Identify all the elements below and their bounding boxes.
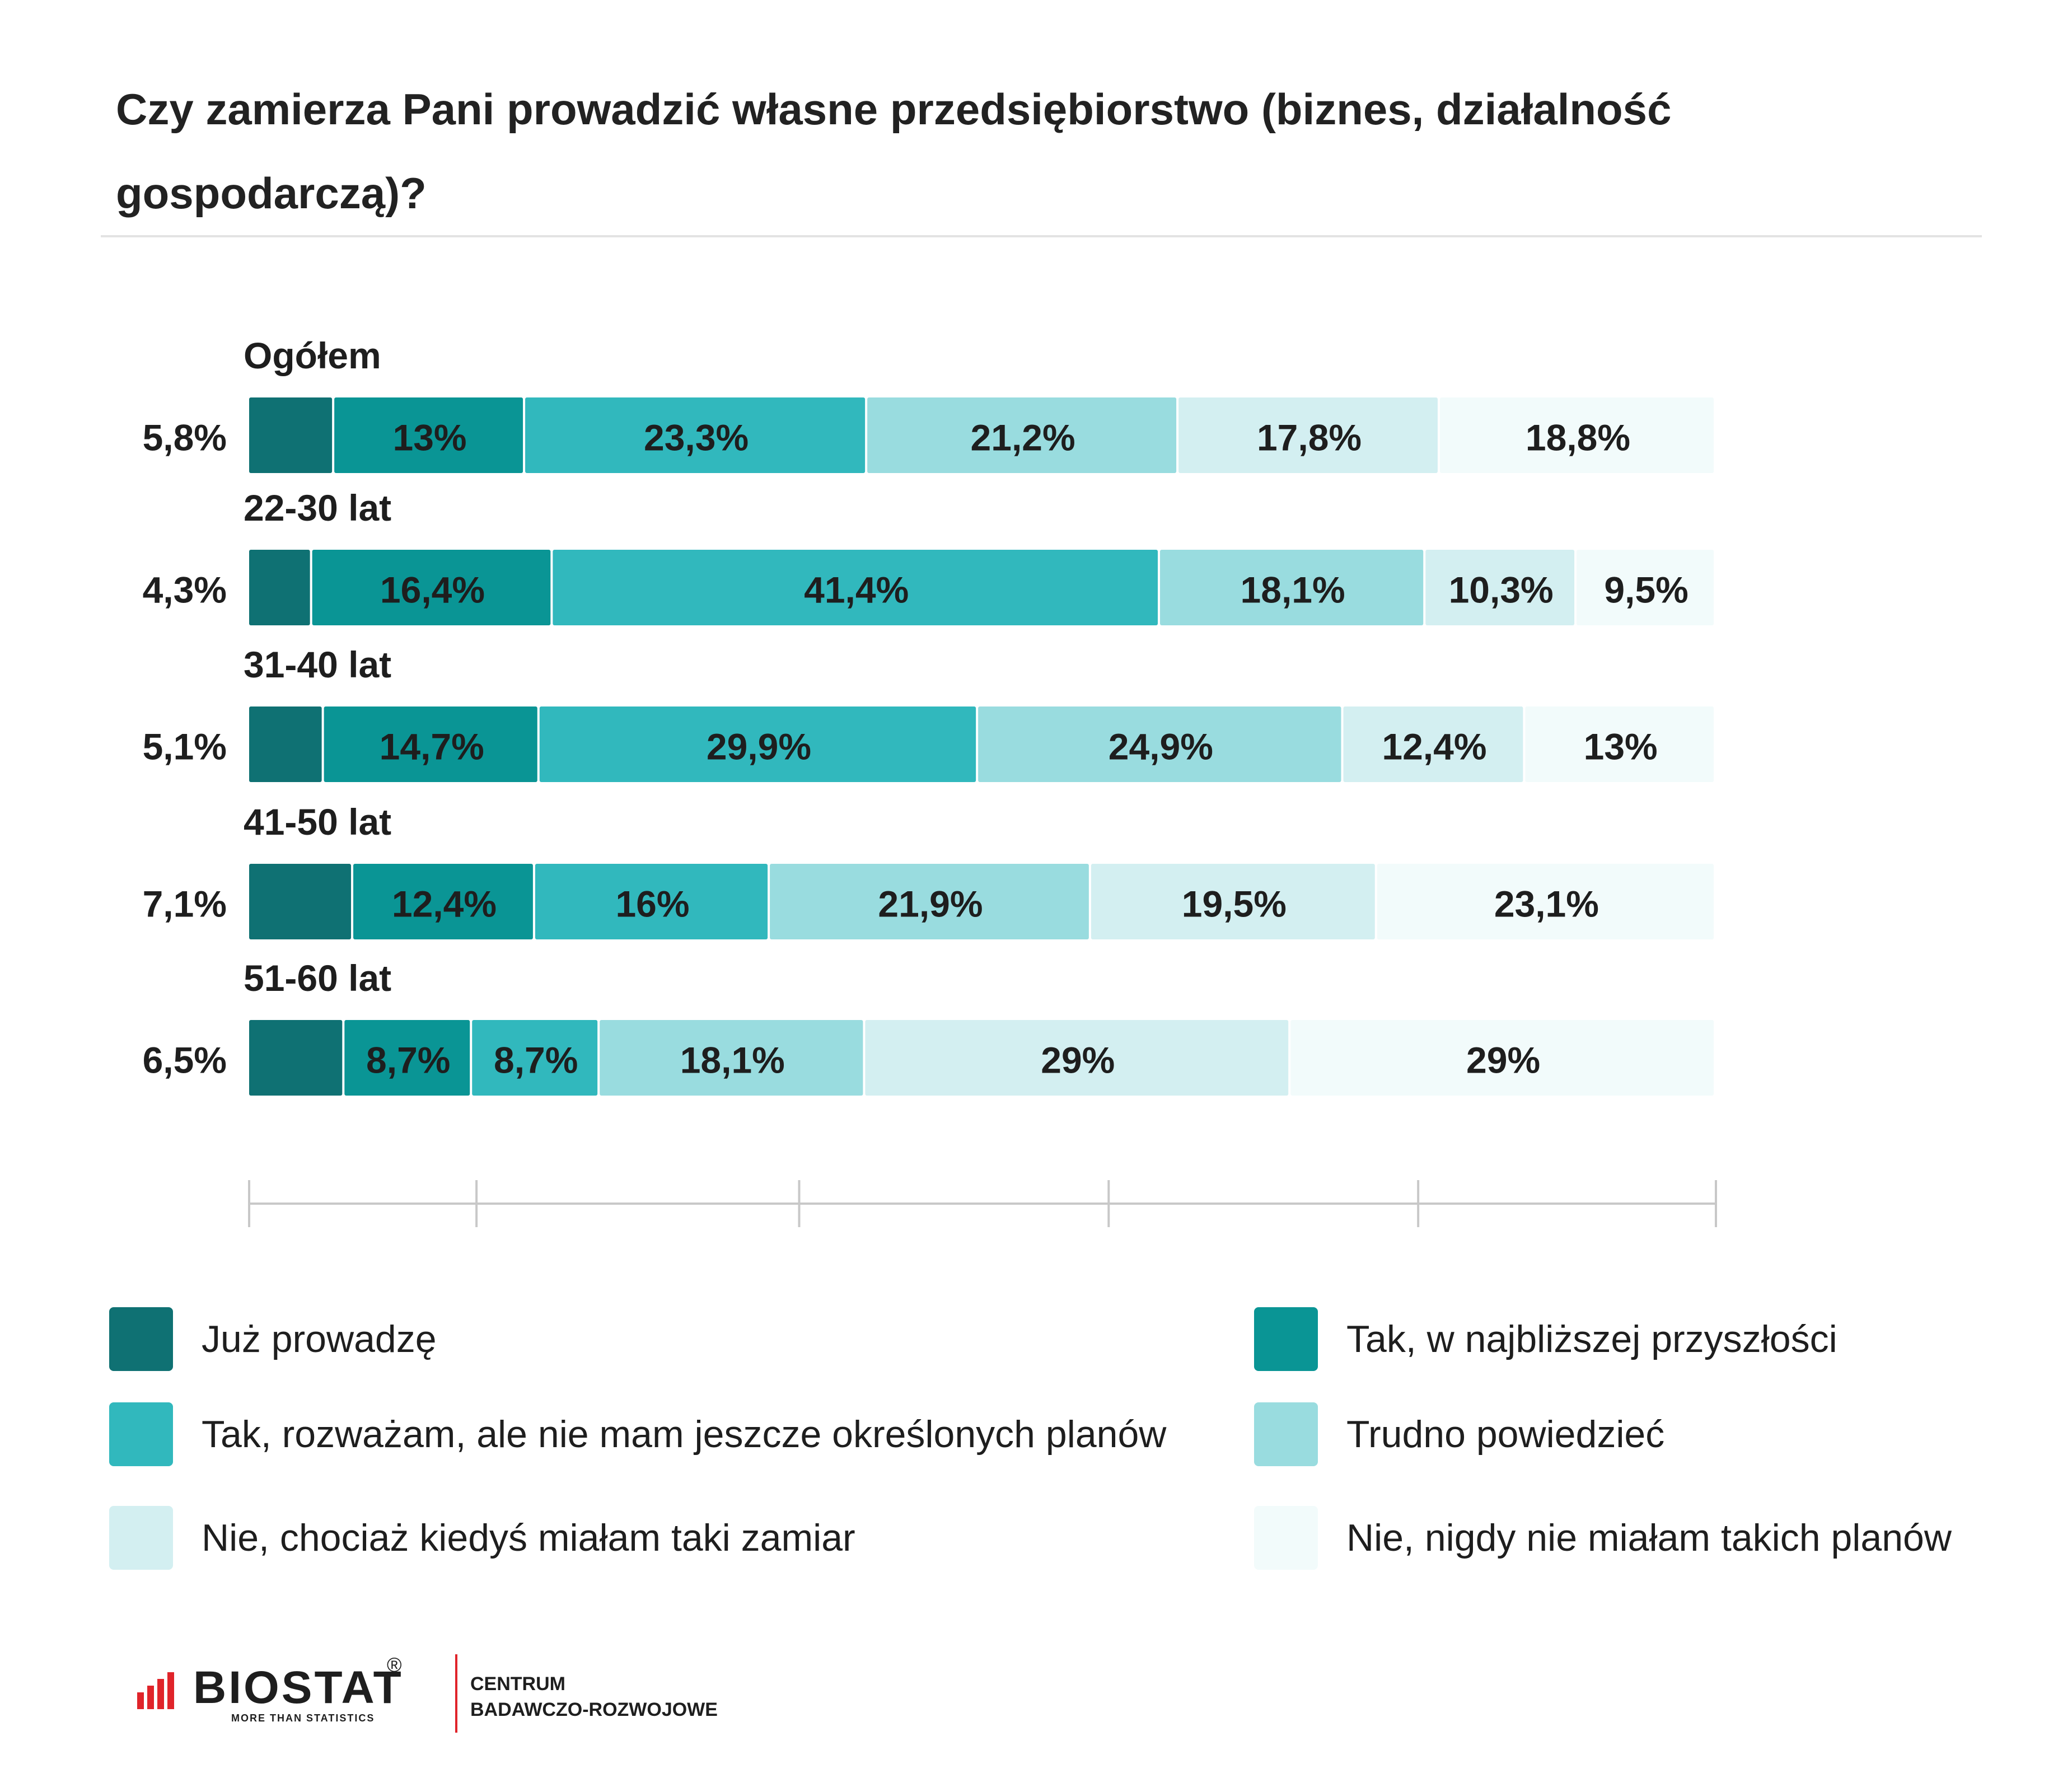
- data-label: 13%: [1584, 726, 1658, 768]
- legend-label: Nie, chociaż kiedyś miałam taki zamiar: [202, 1517, 855, 1559]
- bar-segment: [249, 864, 352, 939]
- data-label: 21,9%: [878, 883, 983, 925]
- bar-segment: [553, 550, 1158, 625]
- data-label: 41,4%: [804, 569, 909, 611]
- title-divider: [101, 235, 1982, 237]
- data-label: 23,1%: [1494, 883, 1599, 925]
- bar-segment: [1577, 550, 1714, 625]
- data-label: 29%: [1466, 1040, 1540, 1081]
- logo-registered-mark: ®: [387, 1653, 402, 1676]
- logo-subtitle-line1: CENTRUM: [470, 1673, 565, 1695]
- category-label: 51-60 lat: [244, 957, 391, 999]
- data-label: 9,5%: [1604, 569, 1688, 611]
- legend-label: Już prowadzę: [202, 1318, 437, 1360]
- legend-swatch: [1254, 1506, 1318, 1570]
- bar-segment: [770, 864, 1089, 939]
- bar-segment: [312, 550, 551, 625]
- data-label: 4,3%: [143, 569, 227, 611]
- logo-name: BIOSTAT: [193, 1662, 404, 1713]
- data-label: 29,9%: [707, 726, 811, 768]
- logo-bars-icon: [137, 1672, 174, 1709]
- bar-segment: [1377, 864, 1714, 939]
- bar-segment: [539, 706, 976, 782]
- data-label: 24,9%: [1109, 726, 1213, 768]
- legend-swatch: [1254, 1402, 1318, 1466]
- bar-segment: [600, 1020, 863, 1096]
- data-label: 13%: [393, 417, 467, 458]
- data-label: 18,1%: [1241, 569, 1345, 611]
- bar-segment: [1290, 1020, 1714, 1096]
- data-label: 7,1%: [143, 883, 227, 925]
- bar-segment: [865, 1020, 1289, 1096]
- bar-segment: [978, 706, 1341, 782]
- bar-segment: [249, 1020, 343, 1096]
- data-label: 5,8%: [143, 417, 227, 458]
- category-label: Ogółem: [244, 335, 381, 376]
- data-label: 29%: [1041, 1040, 1115, 1081]
- data-label: 12,4%: [392, 883, 497, 925]
- data-label: 14,7%: [380, 726, 484, 768]
- logo-tagline: MORE THAN STATISTICS: [231, 1713, 375, 1724]
- data-label: 5,1%: [143, 726, 227, 768]
- legend-label: Nie, nigdy nie miałam takich planów: [1346, 1517, 1952, 1559]
- data-label: 8,7%: [494, 1040, 578, 1081]
- data-label: 21,2%: [971, 417, 1075, 458]
- bar-segment: [1178, 397, 1438, 473]
- bar-segment: [344, 1020, 470, 1096]
- data-label: 17,8%: [1257, 417, 1362, 458]
- bar-segment: [525, 397, 866, 473]
- bar-segment: [867, 397, 1177, 473]
- biostat-logo: BIOSTAT ® MORE THAN STATISTICS CENTRUM B…: [137, 1653, 809, 1738]
- bar-segment: [1343, 706, 1523, 782]
- data-label: 6,5%: [143, 1040, 227, 1081]
- bar-segment: [249, 397, 333, 473]
- logo-subtitle: CENTRUM BADAWCZO-ROZWOJOWE: [470, 1671, 718, 1723]
- category-label: 31-40 lat: [244, 644, 391, 685]
- legend-swatch: [1254, 1307, 1318, 1371]
- data-label: 10,3%: [1449, 569, 1554, 611]
- data-label: 18,8%: [1526, 417, 1630, 458]
- bar-segment: [1439, 397, 1714, 473]
- bar-segment: [353, 864, 533, 939]
- bar-segment: [249, 550, 310, 625]
- data-label: 23,3%: [644, 417, 749, 458]
- bar-segment: [1425, 550, 1575, 625]
- chart-title: Czy zamierza Pani prowadzić własne przed…: [116, 85, 1672, 218]
- legend-swatch: [109, 1506, 173, 1570]
- bar-segment: [334, 397, 523, 473]
- legend-swatch: [109, 1307, 173, 1371]
- bar-segment: [1091, 864, 1375, 939]
- bar-segment: [535, 864, 768, 939]
- bar-segment: [1525, 706, 1714, 782]
- logo-divider: [455, 1654, 457, 1733]
- data-label: 8,7%: [366, 1040, 450, 1081]
- logo-subtitle-line2: BADAWCZO-ROZWOJOWE: [470, 1699, 718, 1720]
- data-label: 12,4%: [1382, 726, 1486, 768]
- bar-segment: [1160, 550, 1424, 625]
- bar-segment: [472, 1020, 598, 1096]
- legend-label: Trudno powiedzieć: [1346, 1413, 1665, 1456]
- data-label: 19,5%: [1182, 883, 1287, 925]
- data-label: 16%: [615, 883, 689, 925]
- legend-label: Tak, w najbliższej przyszłości: [1346, 1318, 1837, 1360]
- category-label: 41-50 lat: [244, 801, 391, 843]
- data-label: 18,1%: [680, 1040, 785, 1081]
- bar-segment: [324, 706, 537, 782]
- legend-swatch: [109, 1402, 173, 1466]
- legend-label: Tak, rozważam, ale nie mam jeszcze okreś…: [202, 1413, 1167, 1456]
- stacked-bar-chart: Ogółem 5,8% 13% 23,3% 21,2% 17,8% 18,8% 22-30 l…: [143, 335, 1717, 1227]
- category-label: 22-30 lat: [244, 487, 391, 528]
- bar-segment: [249, 706, 322, 782]
- data-label: 16,4%: [380, 569, 485, 611]
